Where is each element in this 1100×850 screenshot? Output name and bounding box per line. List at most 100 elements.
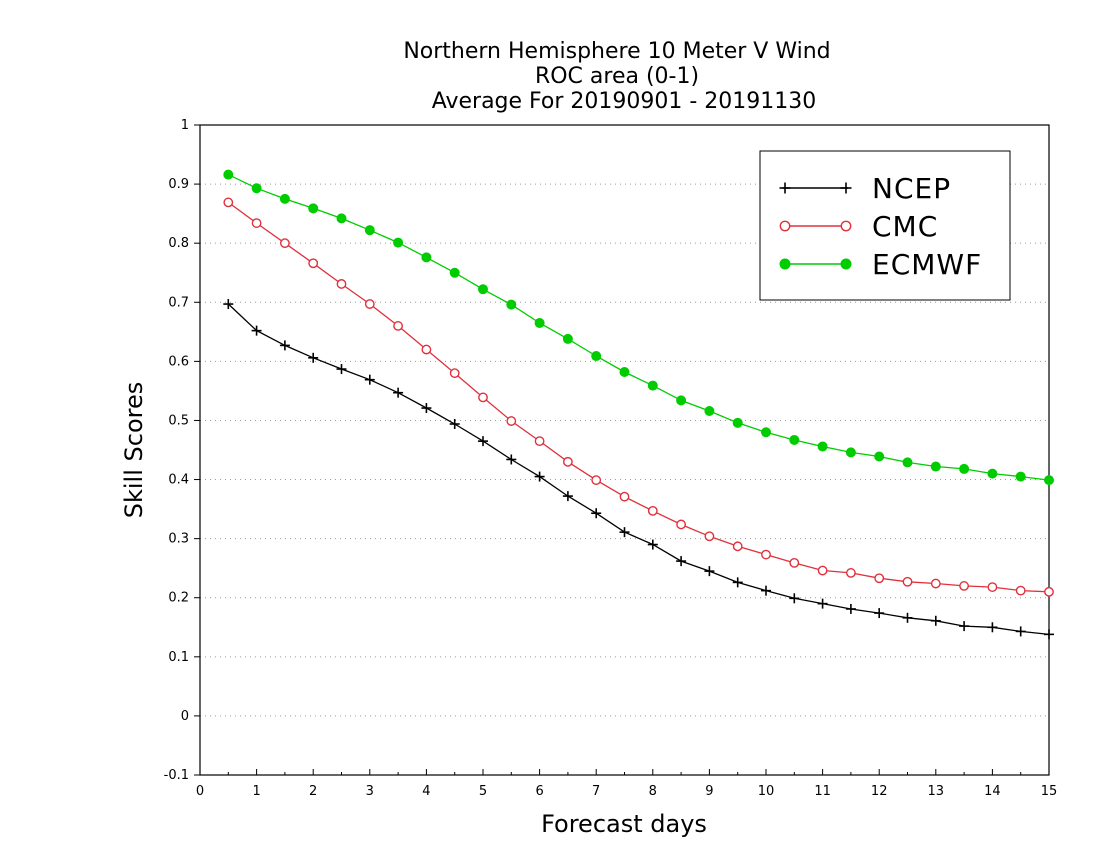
series <box>223 169 1054 640</box>
x-tick-label: 2 <box>309 784 317 799</box>
x-axis-label: Forecast days <box>541 810 707 838</box>
data-point <box>421 403 432 414</box>
data-point <box>619 367 630 377</box>
y-tick-label: 0.3 <box>168 532 189 547</box>
x-tick-label: 4 <box>422 784 430 799</box>
data-point <box>845 447 856 458</box>
data-point <box>393 387 404 398</box>
data-point <box>1015 585 1026 596</box>
data-point <box>779 182 791 194</box>
x-tick-label: 5 <box>479 784 487 799</box>
data-point <box>959 621 970 632</box>
x-tick-label: 3 <box>366 784 374 799</box>
legend-item-cmc: CMC <box>779 210 938 243</box>
data-point <box>817 565 828 576</box>
data-point <box>421 344 432 355</box>
series-ecmwf <box>223 169 1054 486</box>
data-point <box>846 568 856 578</box>
data-point <box>591 508 602 519</box>
data-point <box>704 531 715 542</box>
data-point <box>364 374 375 385</box>
data-point <box>223 169 234 180</box>
data-point <box>562 491 573 502</box>
data-point <box>676 556 687 567</box>
data-point <box>902 576 913 587</box>
y-axis-label: Skill Scores <box>120 382 148 519</box>
data-point <box>534 317 545 328</box>
data-point <box>987 622 998 633</box>
data-point <box>251 325 262 336</box>
data-point <box>647 505 658 516</box>
data-point <box>779 220 791 232</box>
x-tick-label: 15 <box>1041 784 1058 799</box>
data-point <box>874 573 885 584</box>
data-point <box>1015 626 1026 637</box>
data-point <box>987 468 998 479</box>
x-tick-label: 12 <box>871 784 888 799</box>
data-point <box>279 193 290 204</box>
x-tick-label: 10 <box>758 784 775 799</box>
y-tick-label: 1 <box>181 118 189 133</box>
data-point <box>779 258 791 270</box>
chart-title-line-2: ROC area (0-1) <box>535 64 699 89</box>
legend-label: CMC <box>872 210 938 243</box>
data-point <box>478 436 488 447</box>
data-point <box>1044 475 1054 486</box>
legend-item-ecmwf: ECMWF <box>779 248 982 281</box>
y-tick-label: 0.6 <box>168 354 189 369</box>
data-point <box>930 461 941 472</box>
data-point <box>336 213 347 224</box>
x-tick-label: 14 <box>984 784 1001 799</box>
data-point <box>817 598 828 609</box>
y-tick-label: 0.5 <box>168 413 189 428</box>
data-point <box>308 352 319 363</box>
y-tick-label: 0 <box>181 709 189 724</box>
data-point <box>874 451 885 462</box>
data-point <box>761 549 771 560</box>
series-ncep <box>223 299 1054 640</box>
data-point <box>845 603 856 614</box>
x-tick-label: 1 <box>252 784 260 799</box>
data-point <box>619 491 630 502</box>
x-tick-label: 8 <box>649 784 657 799</box>
data-point <box>959 581 969 591</box>
data-point <box>732 541 743 552</box>
y-tick-label: 0.2 <box>168 591 189 606</box>
x-tick-label: 13 <box>928 784 945 799</box>
data-point <box>930 615 941 626</box>
data-point <box>959 463 970 474</box>
y-tick-label: 0.7 <box>168 295 189 310</box>
data-point <box>676 395 687 406</box>
data-point <box>421 252 432 263</box>
chart-title: Northern Hemisphere 10 Meter V Wind ROC … <box>403 39 830 114</box>
data-point <box>840 258 852 270</box>
y-tick-label: 0.9 <box>168 177 189 192</box>
data-point <box>506 454 517 465</box>
data-point <box>789 593 800 604</box>
data-point <box>761 585 771 596</box>
series-line <box>227 303 1050 636</box>
data-point <box>840 182 852 194</box>
data-point <box>789 434 800 445</box>
data-point <box>1044 629 1054 640</box>
legend-label: NCEP <box>872 172 951 205</box>
data-point <box>364 299 375 309</box>
data-point <box>223 299 234 310</box>
data-point <box>789 557 800 568</box>
data-point <box>251 183 262 194</box>
x-tick-label: 0 <box>196 784 204 799</box>
legend: NCEP CMC ECMWF <box>759 150 1011 301</box>
data-point <box>393 321 403 331</box>
y-tick-label: 0.8 <box>168 236 189 251</box>
data-point <box>279 238 290 249</box>
data-point <box>534 436 545 447</box>
y-tick-label: 0.4 <box>168 473 189 488</box>
chart-title-line-3: Average For 20190901 - 20191130 <box>432 89 817 114</box>
data-point <box>506 299 517 310</box>
chart-title-line-1: Northern Hemisphere 10 Meter V Wind <box>403 39 830 64</box>
data-point <box>902 612 913 623</box>
y-tick-label: -0.1 <box>164 768 189 783</box>
data-point <box>478 392 488 403</box>
legend-label: ECMWF <box>872 248 982 281</box>
